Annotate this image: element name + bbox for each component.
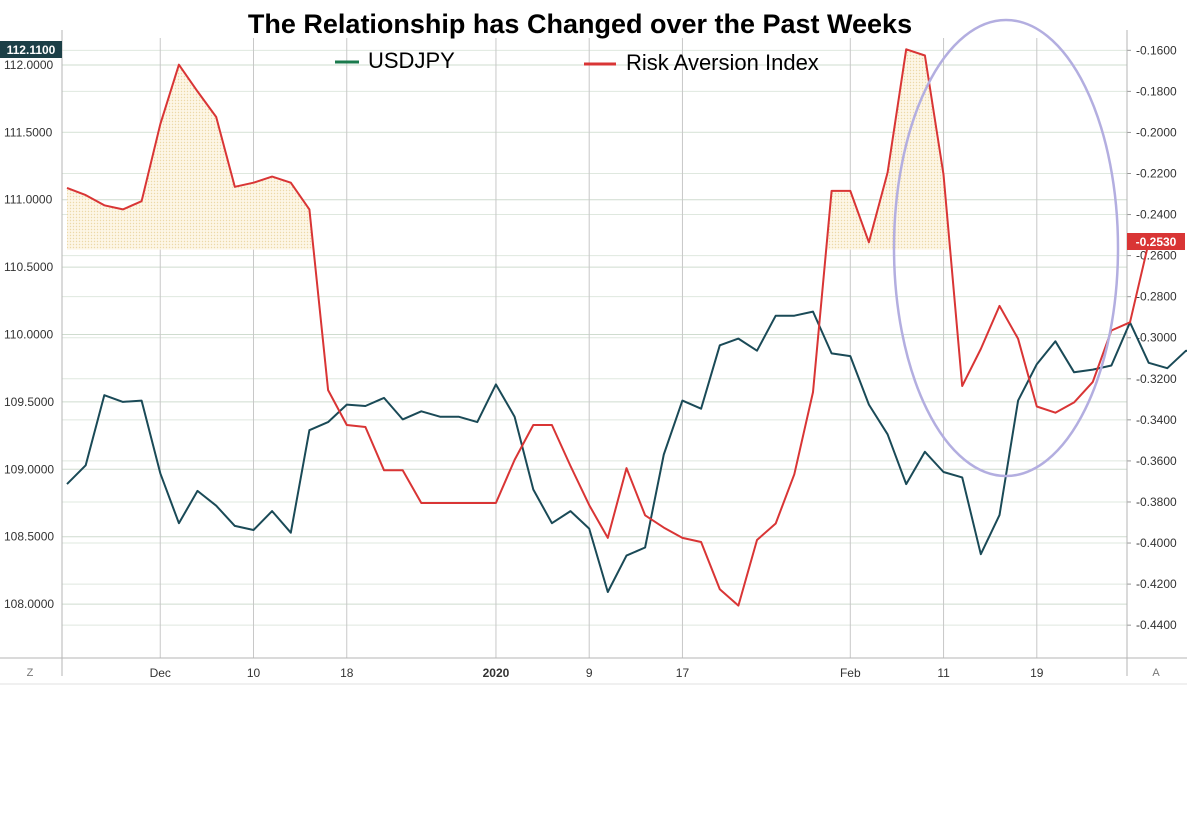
left-tick-label: 111.0000 <box>4 193 53 207</box>
right-tick-label: -0.1800 <box>1136 84 1177 98</box>
x-tick-label: Dec <box>150 666 171 680</box>
left-tick-label: 110.5000 <box>4 260 53 274</box>
right-tick-label: -0.4200 <box>1136 577 1177 591</box>
left-tick-label: 109.0000 <box>4 462 54 476</box>
x-tick-label: 11 <box>937 666 950 680</box>
right-tick-label: -0.2000 <box>1136 125 1177 139</box>
right-tick-label: -0.3800 <box>1136 495 1177 509</box>
right-tick-label: -0.2600 <box>1136 249 1177 263</box>
x-tick-label: 9 <box>586 666 593 680</box>
grid <box>62 38 1127 658</box>
left-last-value: 112.1100 <box>7 43 56 57</box>
left-last-value-badge: 112.1100 <box>0 41 62 58</box>
shade-region <box>826 49 951 250</box>
left-tick-label: 108.5000 <box>4 530 54 544</box>
right-tick-label: -0.3200 <box>1136 372 1177 386</box>
auto-corner-a[interactable]: A <box>1152 667 1160 679</box>
legend: USDJPY Risk Aversion Index <box>335 48 819 75</box>
legend-label-risk: Risk Aversion Index <box>626 50 819 75</box>
x-axis-ticks: Dec 10 18 2020 9 17 Feb 11 19 <box>150 666 1044 680</box>
shaded-area <box>67 49 1149 250</box>
right-tick-label: -0.1600 <box>1136 43 1177 57</box>
right-tick-label: -0.2200 <box>1136 166 1177 180</box>
x-tick-label: Feb <box>840 666 861 680</box>
shade-region <box>67 64 314 250</box>
right-tick-label: -0.3400 <box>1136 413 1177 427</box>
left-tick-label: 109.5000 <box>4 395 54 409</box>
zoom-corner-z[interactable]: Z <box>27 667 34 679</box>
right-last-value: -0.2530 <box>1136 235 1177 249</box>
left-tick-label: 110.0000 <box>4 328 53 342</box>
right-tick-label: -0.2400 <box>1136 208 1177 222</box>
left-tick-label: 112.0000 <box>4 58 53 72</box>
right-tick-label: -0.4000 <box>1136 536 1177 550</box>
x-tick-label: 2020 <box>483 666 510 680</box>
legend-label-usdjpy: USDJPY <box>368 48 455 73</box>
right-last-value-badge: -0.2530 <box>1127 233 1185 250</box>
x-tick-label: 18 <box>340 666 354 680</box>
right-tick-label: -0.3600 <box>1136 454 1177 468</box>
right-axis-ticks: -0.1600 -0.1800 -0.2000 -0.2200 -0.2400 -0.26… <box>1136 43 1177 632</box>
left-tick-label: 111.5000 <box>4 125 53 139</box>
x-tick-label: 19 <box>1030 666 1044 680</box>
x-tick-label: 17 <box>676 666 690 680</box>
left-tick-label: 108.0000 <box>4 597 54 611</box>
series-lines <box>66 48 1187 607</box>
left-axis-ticks: 108.0000 108.5000 109.0000 109.5000 110.0000… <box>4 58 54 611</box>
series-line-usdjpy <box>66 310 1187 593</box>
right-tick-label: -0.2800 <box>1136 290 1177 304</box>
x-tick-label: 10 <box>247 666 261 680</box>
highlight-ellipse <box>892 18 1120 478</box>
chart-title: The Relationship has Changed over the Pa… <box>248 9 912 39</box>
axes <box>0 30 1187 685</box>
right-tick-label: -0.4400 <box>1136 618 1177 632</box>
right-tick-label: -0.3000 <box>1136 331 1177 345</box>
series-line-risk-aversion <box>66 48 1150 607</box>
